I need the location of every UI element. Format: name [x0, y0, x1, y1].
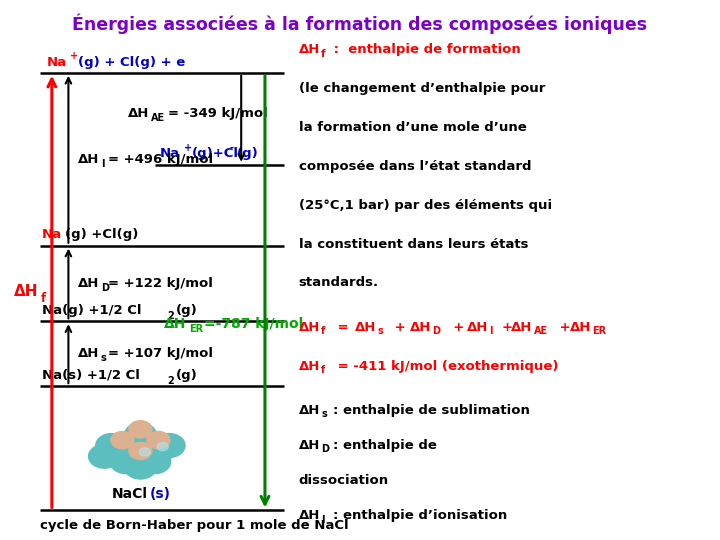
Text: composée dans l’état standard: composée dans l’état standard: [299, 160, 531, 173]
Circle shape: [107, 439, 138, 463]
Text: ΔH: ΔH: [78, 153, 99, 166]
Circle shape: [129, 442, 152, 460]
Text: -: -: [230, 143, 234, 153]
Text: s: s: [321, 409, 327, 420]
Text: f: f: [40, 292, 45, 305]
Text: ΔH: ΔH: [78, 277, 99, 290]
Text: ΔH: ΔH: [511, 321, 533, 334]
Text: ΔH: ΔH: [299, 321, 320, 334]
Text: ΔH: ΔH: [299, 43, 320, 56]
Text: (g) +Cl(g): (g) +Cl(g): [65, 228, 138, 241]
Text: : enthalpie de: : enthalpie de: [333, 439, 436, 452]
Text: f: f: [321, 326, 325, 336]
Circle shape: [139, 448, 150, 456]
Text: (25°C,1 bar) par des éléments qui: (25°C,1 bar) par des éléments qui: [299, 199, 552, 212]
Circle shape: [96, 434, 127, 457]
Text: ΔH: ΔH: [128, 107, 150, 120]
Text: ΔH: ΔH: [467, 321, 489, 334]
Circle shape: [129, 421, 152, 438]
Text: ΔH: ΔH: [299, 404, 320, 417]
Text: (s): (s): [150, 487, 171, 501]
Text: s: s: [101, 353, 107, 363]
Circle shape: [157, 442, 168, 451]
Text: NaCl: NaCl: [112, 487, 148, 501]
Text: Na: Na: [42, 228, 62, 241]
Circle shape: [125, 455, 156, 479]
Circle shape: [111, 431, 134, 449]
Text: (g) + Cl(g) + e: (g) + Cl(g) + e: [78, 56, 185, 69]
Text: 2: 2: [167, 310, 174, 321]
Text: =-787 kJ/mol: =-787 kJ/mol: [204, 317, 304, 331]
Text: +: +: [184, 143, 192, 153]
Text: (le changement d’enthalpie pour: (le changement d’enthalpie pour: [299, 82, 545, 95]
Text: la formation d’une mole d’une: la formation d’une mole d’une: [299, 121, 526, 134]
Text: (g): (g): [176, 304, 197, 317]
Text: Na: Na: [47, 56, 67, 69]
Text: +: +: [502, 321, 513, 334]
Circle shape: [125, 423, 156, 447]
Circle shape: [153, 434, 185, 457]
Circle shape: [89, 444, 120, 468]
Text: s: s: [377, 326, 383, 336]
Text: ΔH: ΔH: [570, 321, 591, 334]
Text: +: +: [390, 321, 410, 334]
Text: cycle de Born-Haber pour 1 mole de NaCl: cycle de Born-Haber pour 1 mole de NaCl: [40, 519, 348, 532]
Text: ER: ER: [189, 324, 203, 334]
Text: D: D: [321, 444, 329, 455]
Text: (g)+Cl: (g)+Cl: [192, 147, 238, 160]
Text: f: f: [320, 49, 325, 59]
Text: Na(g) +1/2 Cl: Na(g) +1/2 Cl: [42, 304, 141, 317]
Circle shape: [110, 450, 142, 474]
Text: ΔH: ΔH: [355, 321, 377, 334]
Text: I: I: [321, 515, 325, 525]
Circle shape: [147, 431, 170, 449]
Text: : enthalpie d’ionisation: : enthalpie d’ionisation: [333, 509, 507, 522]
Text: ΔH: ΔH: [164, 317, 186, 331]
Text: D: D: [432, 326, 440, 336]
Text: 2: 2: [167, 375, 174, 386]
Text: = +496 kJ/mol: = +496 kJ/mol: [108, 153, 213, 166]
Text: f: f: [321, 365, 325, 375]
Text: =: =: [333, 321, 354, 334]
Text: +: +: [555, 321, 571, 334]
Text: (g): (g): [176, 369, 197, 382]
Text: = +107 kJ/mol: = +107 kJ/mol: [108, 347, 213, 360]
Text: = -411 kJ/mol (exothermique): = -411 kJ/mol (exothermique): [333, 360, 559, 373]
Text: ΔH: ΔH: [410, 321, 431, 334]
Text: ER: ER: [592, 326, 606, 336]
Circle shape: [125, 431, 156, 455]
Text: Énergies associées à la formation des composées ioniques: Énergies associées à la formation des co…: [73, 14, 647, 34]
Text: I: I: [101, 159, 104, 168]
Text: AE: AE: [151, 113, 166, 123]
Text: :  enthalpie de formation: : enthalpie de formation: [329, 43, 521, 56]
Text: +: +: [70, 51, 78, 61]
Text: dissociation: dissociation: [299, 474, 389, 487]
Text: D: D: [101, 283, 109, 293]
Text: ΔH: ΔH: [14, 284, 39, 299]
Text: la constituent dans leurs états: la constituent dans leurs états: [299, 238, 528, 251]
Text: standards.: standards.: [299, 276, 379, 289]
Circle shape: [139, 450, 171, 474]
Text: +: +: [444, 321, 469, 334]
Text: AE: AE: [534, 326, 548, 336]
Text: Na: Na: [160, 147, 180, 160]
Text: Na(s) +1/2 Cl: Na(s) +1/2 Cl: [42, 369, 140, 382]
Text: = +122 kJ/mol: = +122 kJ/mol: [108, 277, 213, 290]
Text: ΔH: ΔH: [299, 439, 320, 452]
Text: = -349 kJ/mol: = -349 kJ/mol: [168, 107, 269, 120]
Text: ΔH: ΔH: [299, 509, 320, 522]
Text: (g): (g): [237, 147, 258, 160]
Text: ΔH: ΔH: [299, 360, 320, 373]
Text: I: I: [490, 326, 493, 336]
Text: ΔH: ΔH: [78, 347, 99, 360]
Circle shape: [143, 439, 174, 463]
Text: : enthalpie de sublimation: : enthalpie de sublimation: [333, 404, 529, 417]
